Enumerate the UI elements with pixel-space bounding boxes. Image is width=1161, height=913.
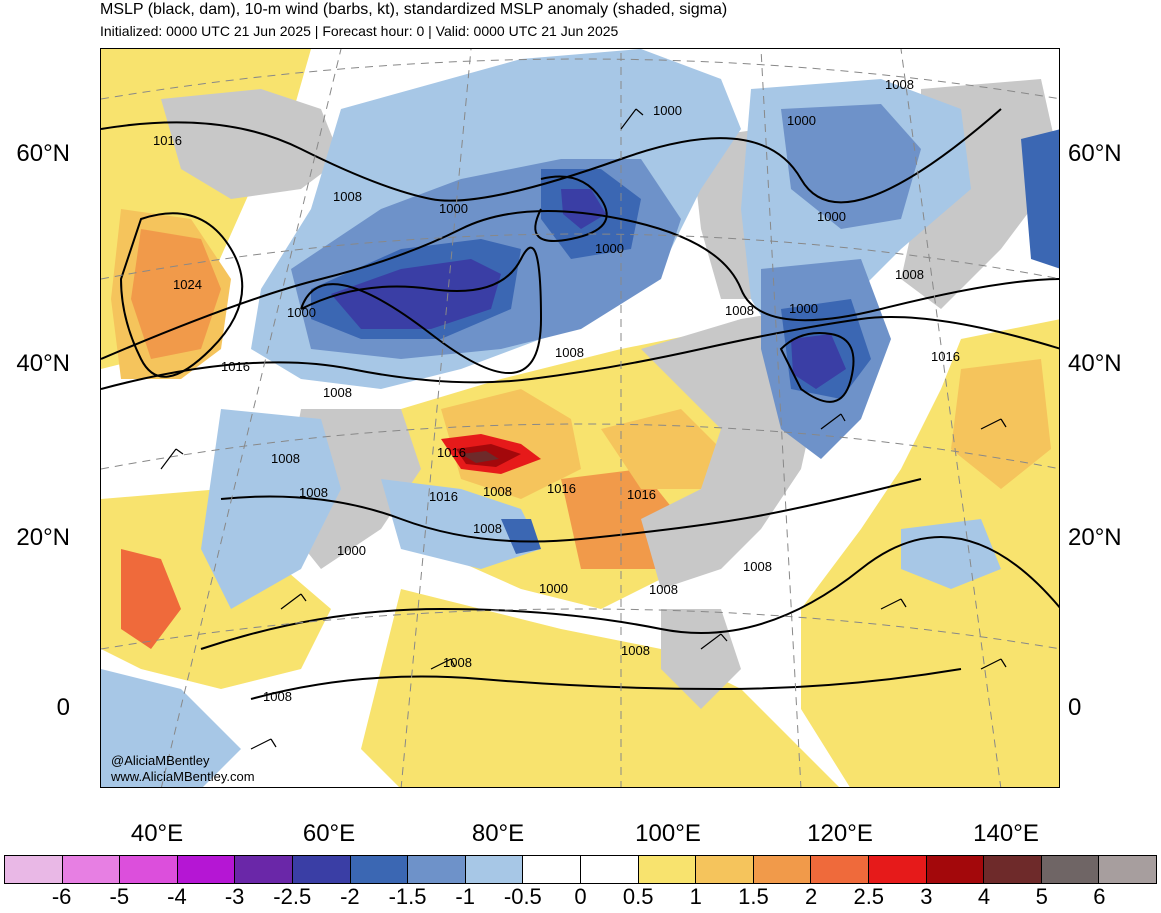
colorbar-swatch	[1099, 856, 1156, 883]
colorbar-swatch	[408, 856, 466, 883]
colorbar-tick-label: -3	[224, 884, 245, 909]
contour-label: 1008	[443, 655, 472, 670]
credit-handle: @AliciaMBentley	[111, 753, 210, 768]
contour-label: 1024	[173, 277, 202, 292]
contour-label: 1000	[817, 209, 846, 224]
colorbar-tick-label: -1.5	[388, 884, 427, 909]
map-graphic: 1016 1024 1016 1008 1000 1000 1000 1000 …	[101, 49, 1059, 787]
contour-label: 1008	[263, 689, 292, 704]
contour-label: 1008	[725, 303, 754, 318]
contour-label: 1008	[743, 559, 772, 574]
contour-label: 1008	[323, 385, 352, 400]
colorbar-tick-label: -2.5	[273, 884, 312, 909]
lon-label: 40°E	[130, 820, 184, 847]
colorbar-tick-label: 0	[574, 884, 587, 909]
lat-label-left: 40°N	[16, 350, 70, 377]
contour-label: 1016	[931, 349, 960, 364]
lat-label-left: 0	[56, 694, 70, 721]
lon-label: 60°E	[302, 820, 356, 847]
contour-label: 1016	[627, 487, 656, 502]
negative-anomaly-shading	[101, 49, 1059, 787]
lat-label-right: 60°N	[1068, 140, 1122, 167]
colorbar-tick-label: 5	[1035, 884, 1048, 909]
contour-label: 1008	[885, 77, 914, 92]
isobars	[101, 108, 1059, 700]
colorbar-tick-label: -5	[109, 884, 130, 909]
colorbar-swatch	[868, 856, 927, 883]
contour-label: 1008	[621, 643, 650, 658]
contour-label: 1008	[895, 267, 924, 282]
isobar-labels: 1016 1024 1016 1008 1000 1000 1000 1000 …	[153, 77, 960, 704]
colorbar-swatch	[638, 856, 697, 883]
colorbar-swatch	[350, 856, 409, 883]
contour-label: 1016	[547, 481, 576, 496]
colorbar-swatch	[292, 856, 351, 883]
contour-label: 1000	[789, 301, 818, 316]
lon-label: 120°E	[807, 820, 873, 847]
colorbar-tick-label: -0.5	[503, 884, 542, 909]
contour-label: 1008	[649, 582, 678, 597]
colorbar-swatch	[926, 856, 985, 883]
colorbar-tick-label: 6	[1093, 884, 1106, 909]
colorbar-tick-label: 0.5	[622, 884, 654, 909]
contour-label: 1000	[653, 103, 682, 118]
contour-label: 1008	[483, 484, 512, 499]
contour-label: 1008	[299, 485, 328, 500]
map-title: MSLP (black, dam), 10-m wind (barbs, kt)…	[100, 1, 728, 18]
wind-barbs	[160, 108, 1007, 750]
graticule	[101, 49, 1059, 787]
contour-label: 1016	[437, 445, 466, 460]
colorbar-swatch	[1041, 856, 1100, 883]
colorbar-tick-label: -1	[455, 884, 475, 909]
lon-label: 140°E	[973, 820, 1039, 847]
lon-label: 80°E	[471, 820, 525, 847]
colorbar-tick-label: 2	[804, 884, 818, 909]
colorbar-tick-label: -6	[51, 884, 72, 909]
colorbar-swatch	[523, 856, 581, 883]
colorbar-swatch	[696, 856, 754, 883]
contour-label: 1016	[221, 359, 250, 374]
lat-label-right: 40°N	[1068, 350, 1122, 377]
colorbar-tick-label: 1.5	[738, 884, 769, 909]
colorbar-swatch	[580, 856, 639, 883]
contour-label: 1000	[595, 241, 624, 256]
colorbar-swatch	[62, 856, 121, 883]
colorbar-swatch	[753, 856, 812, 883]
contour-label: 1000	[439, 201, 468, 216]
contour-label: 1016	[429, 489, 458, 504]
colorbar-swatch	[177, 856, 236, 883]
contour-label: 1000	[337, 543, 366, 558]
colorbar-tick-label: 3	[920, 884, 933, 909]
colorbar-swatch	[465, 856, 524, 883]
colorbar-tick-label: -2	[340, 884, 360, 909]
colorbar-tick-label: 4	[977, 884, 991, 909]
colorbar	[4, 855, 1157, 884]
credit-website: www.AliciaMBentley.com	[111, 769, 255, 784]
contour-label: 1008	[473, 521, 502, 536]
colorbar-tick-label: -4	[167, 884, 187, 909]
contour-label: 1000	[787, 113, 816, 128]
colorbar-swatch	[984, 856, 1042, 883]
contour-label: 1008	[271, 451, 300, 466]
map-subtitle: Initialized: 0000 UTC 21 Jun 2025 | Fore…	[100, 23, 619, 39]
colorbar-tick-label: 2.5	[853, 884, 885, 909]
colorbar-swatch	[235, 856, 293, 883]
lat-label-left: 60°N	[16, 140, 70, 167]
lat-label-right: 20°N	[1068, 524, 1122, 551]
lat-label-right: 0	[1068, 694, 1082, 721]
lon-label: 100°E	[635, 820, 701, 847]
contour-label: 1008	[333, 189, 362, 204]
colorbar-swatch	[5, 856, 63, 883]
contour-label: 1016	[153, 133, 182, 148]
lat-label-left: 20°N	[16, 524, 70, 551]
contour-label: 1000	[287, 305, 316, 320]
colorbar-tick-label: 1	[689, 884, 702, 909]
contour-label: 1000	[539, 581, 568, 596]
map-panel: 1016 1024 1016 1008 1000 1000 1000 1000 …	[100, 48, 1060, 788]
contour-label: 1008	[555, 345, 584, 360]
colorbar-swatch	[120, 856, 178, 883]
colorbar-swatch	[811, 856, 869, 883]
